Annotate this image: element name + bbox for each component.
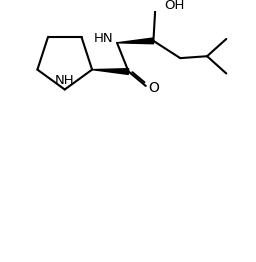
Text: HN: HN: [94, 32, 113, 46]
Text: O: O: [148, 81, 159, 95]
Polygon shape: [117, 38, 154, 44]
Polygon shape: [92, 69, 129, 74]
Text: NH: NH: [55, 74, 74, 87]
Text: OH: OH: [164, 0, 185, 12]
